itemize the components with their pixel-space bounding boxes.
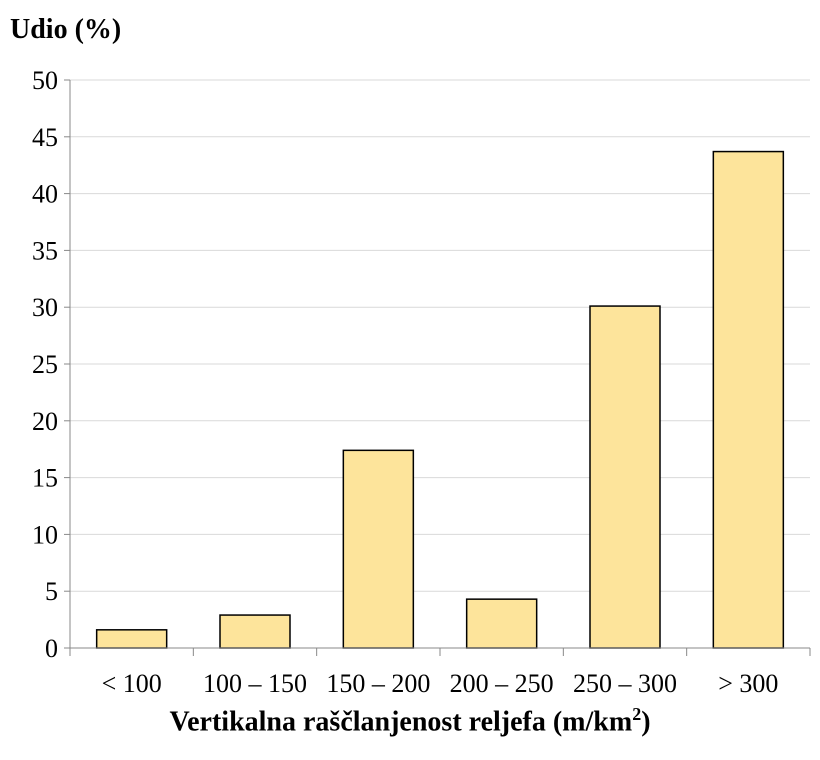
y-tick-label: 45 bbox=[32, 123, 58, 152]
x-tick-label: > 300 bbox=[718, 669, 778, 698]
x-tick-label: 250 – 300 bbox=[573, 669, 677, 698]
bar bbox=[219, 614, 291, 649]
y-tick-label: 15 bbox=[32, 464, 58, 493]
y-tick-label: 10 bbox=[32, 520, 58, 549]
y-tick-label: 50 bbox=[32, 66, 58, 95]
y-tick-label: 5 bbox=[45, 577, 58, 606]
x-tick-label: 100 – 150 bbox=[203, 669, 307, 698]
bar bbox=[589, 305, 661, 649]
x-axis-title: Vertikalna raščlanjenost reljefa (m/km2) bbox=[0, 704, 820, 738]
y-tick-label: 25 bbox=[32, 350, 58, 379]
bar bbox=[95, 629, 168, 649]
x-tick-label: 200 – 250 bbox=[450, 669, 554, 698]
bar bbox=[712, 150, 785, 649]
y-tick-label: 20 bbox=[32, 407, 58, 436]
gridlines bbox=[70, 79, 810, 592]
bar bbox=[465, 598, 538, 649]
y-tick-label: 0 bbox=[45, 634, 58, 663]
x-axis-title-main: Vertikalna raščlanjenost reljefa (m/km bbox=[169, 706, 633, 738]
bar bbox=[342, 449, 415, 649]
x-axis-title-superscript: 2 bbox=[632, 704, 642, 724]
axes bbox=[64, 79, 811, 656]
y-tick-label: 35 bbox=[32, 236, 58, 265]
y-tick-labels: 0 5 10 15 20 25 30 35 40 45 50 bbox=[32, 66, 58, 663]
x-tick-label: < 100 bbox=[102, 669, 162, 698]
bars bbox=[95, 150, 785, 649]
y-axis-title: Udio (%) bbox=[10, 14, 122, 45]
x-tick-label: 150 – 200 bbox=[326, 669, 430, 698]
y-tick-label: 30 bbox=[32, 293, 58, 322]
x-tick-labels: < 100 100 – 150 150 – 200 200 – 250 250 – 30… bbox=[102, 669, 779, 698]
y-tick-label: 40 bbox=[32, 180, 58, 209]
x-axis-title-end: ) bbox=[641, 706, 651, 738]
